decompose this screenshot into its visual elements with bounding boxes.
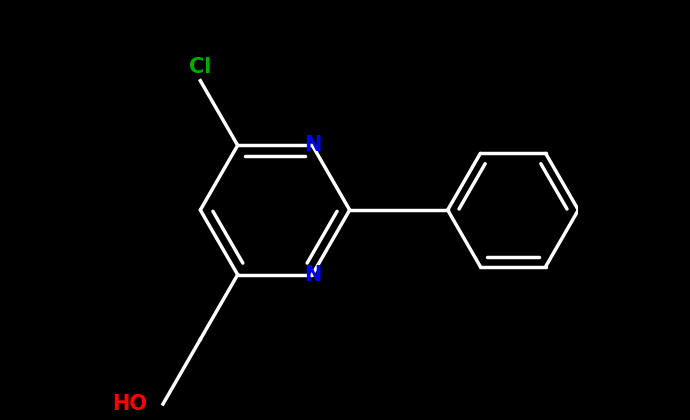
Text: N: N bbox=[304, 135, 321, 155]
Text: HO: HO bbox=[112, 394, 147, 414]
Text: Cl: Cl bbox=[189, 57, 212, 77]
Text: N: N bbox=[304, 265, 321, 285]
